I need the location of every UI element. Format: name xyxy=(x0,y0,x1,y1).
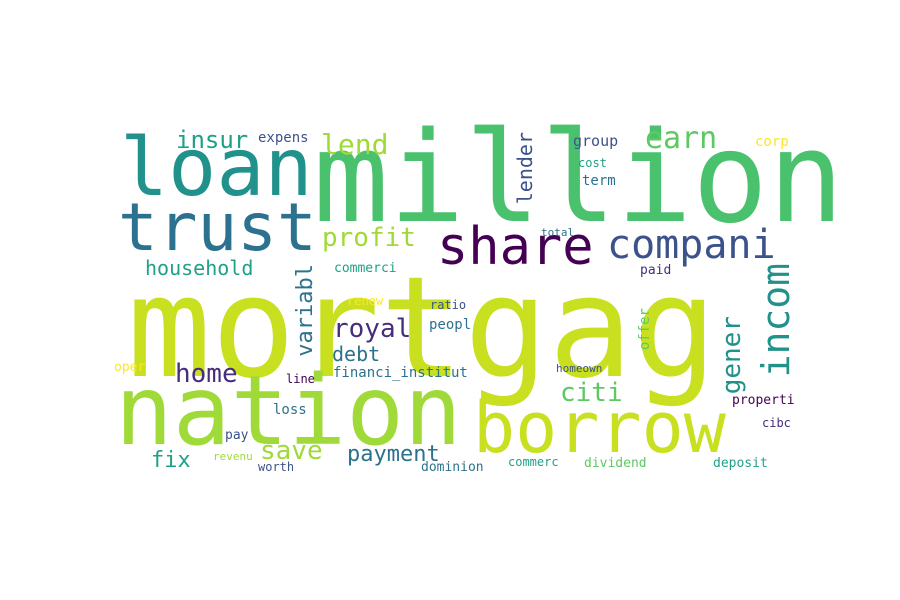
word-line: line xyxy=(286,372,315,386)
word-pay: pay xyxy=(225,428,249,443)
word-total: total xyxy=(541,226,575,239)
word-commerc: commerc xyxy=(508,455,559,469)
word-lend: lend xyxy=(321,128,389,161)
word-royal: royal xyxy=(333,314,412,344)
word-loan: loan xyxy=(120,121,313,214)
word-peopl: peopl xyxy=(429,317,472,333)
word-debt: debt xyxy=(332,342,381,366)
word-deposit: deposit xyxy=(713,456,768,471)
word-financi-institut: financi_institut xyxy=(333,365,468,381)
word-dominion: dominion xyxy=(421,460,484,475)
word-save: save xyxy=(260,436,323,466)
word-cost: cost xyxy=(578,156,607,170)
word-compani: compani xyxy=(607,222,776,268)
word-homeown: homeown xyxy=(556,362,603,375)
word-trust: trust xyxy=(118,189,317,266)
word-incom: incom xyxy=(754,263,798,378)
word-nation: nation xyxy=(115,355,462,467)
word-variabl: variabl xyxy=(293,264,318,357)
word-corp: corp xyxy=(755,134,789,150)
word-cloud: mortgag million nation borrow loan trust… xyxy=(114,115,844,483)
word-group: group xyxy=(573,132,619,150)
word-million: million xyxy=(313,104,845,251)
word-share: share xyxy=(437,217,594,277)
word-ratio: ratio xyxy=(430,298,467,312)
word-oper: oper xyxy=(114,360,146,375)
word-gener: gener xyxy=(717,316,747,395)
word-cibc: cibc xyxy=(762,416,791,430)
word-lender: lender xyxy=(513,132,537,205)
word-renew: renew xyxy=(347,294,384,308)
word-paid: paid xyxy=(640,263,672,278)
word-loss: loss xyxy=(273,402,307,418)
word-household: household xyxy=(145,256,254,280)
word-revenu: revenu xyxy=(213,450,253,463)
word-profit: profit xyxy=(322,223,416,253)
word-earn: earn xyxy=(645,121,718,156)
word-commerci: commerci xyxy=(334,261,397,276)
word-borrow: borrow xyxy=(473,387,726,469)
word-dividend: dividend xyxy=(584,456,647,471)
word-payment: payment xyxy=(347,442,440,467)
word-worth: worth xyxy=(258,460,295,474)
word-term: term xyxy=(582,173,616,189)
word-mortgag: mortgag xyxy=(127,247,718,410)
word-home: home xyxy=(175,359,238,389)
word-insur: insur xyxy=(176,126,249,154)
word-properti: properti xyxy=(732,393,795,408)
word-expens: expens xyxy=(258,130,309,146)
word-citi: citi xyxy=(560,378,623,408)
word-offer: offer xyxy=(637,308,653,351)
word-fix: fix xyxy=(151,448,191,473)
